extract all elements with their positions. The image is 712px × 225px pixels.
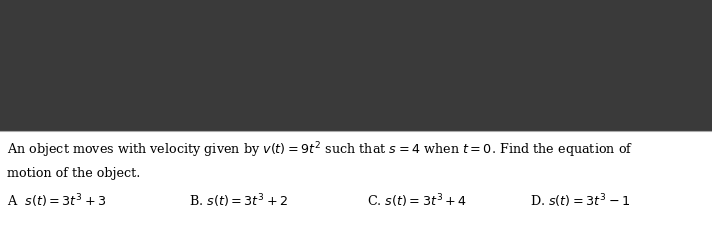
Text: motion of the object.: motion of the object.	[7, 166, 140, 180]
Bar	[0, 130, 712, 225]
Text: D. $s(t) = 3t^3 - 1$: D. $s(t) = 3t^3 - 1$	[530, 192, 631, 210]
Text: C. $s(t) = 3t^3 + 4$: C. $s(t) = 3t^3 + 4$	[367, 192, 466, 210]
Text: An object moves with velocity given by $v(t) = 9t^2$ such that $s = 4$ when $t =: An object moves with velocity given by $…	[7, 141, 634, 160]
Text: A  $s(t) = 3t^3 + 3$: A $s(t) = 3t^3 + 3$	[7, 192, 107, 210]
Text: B. $s(t) = 3t^3 + 2$: B. $s(t) = 3t^3 + 2$	[189, 192, 288, 210]
